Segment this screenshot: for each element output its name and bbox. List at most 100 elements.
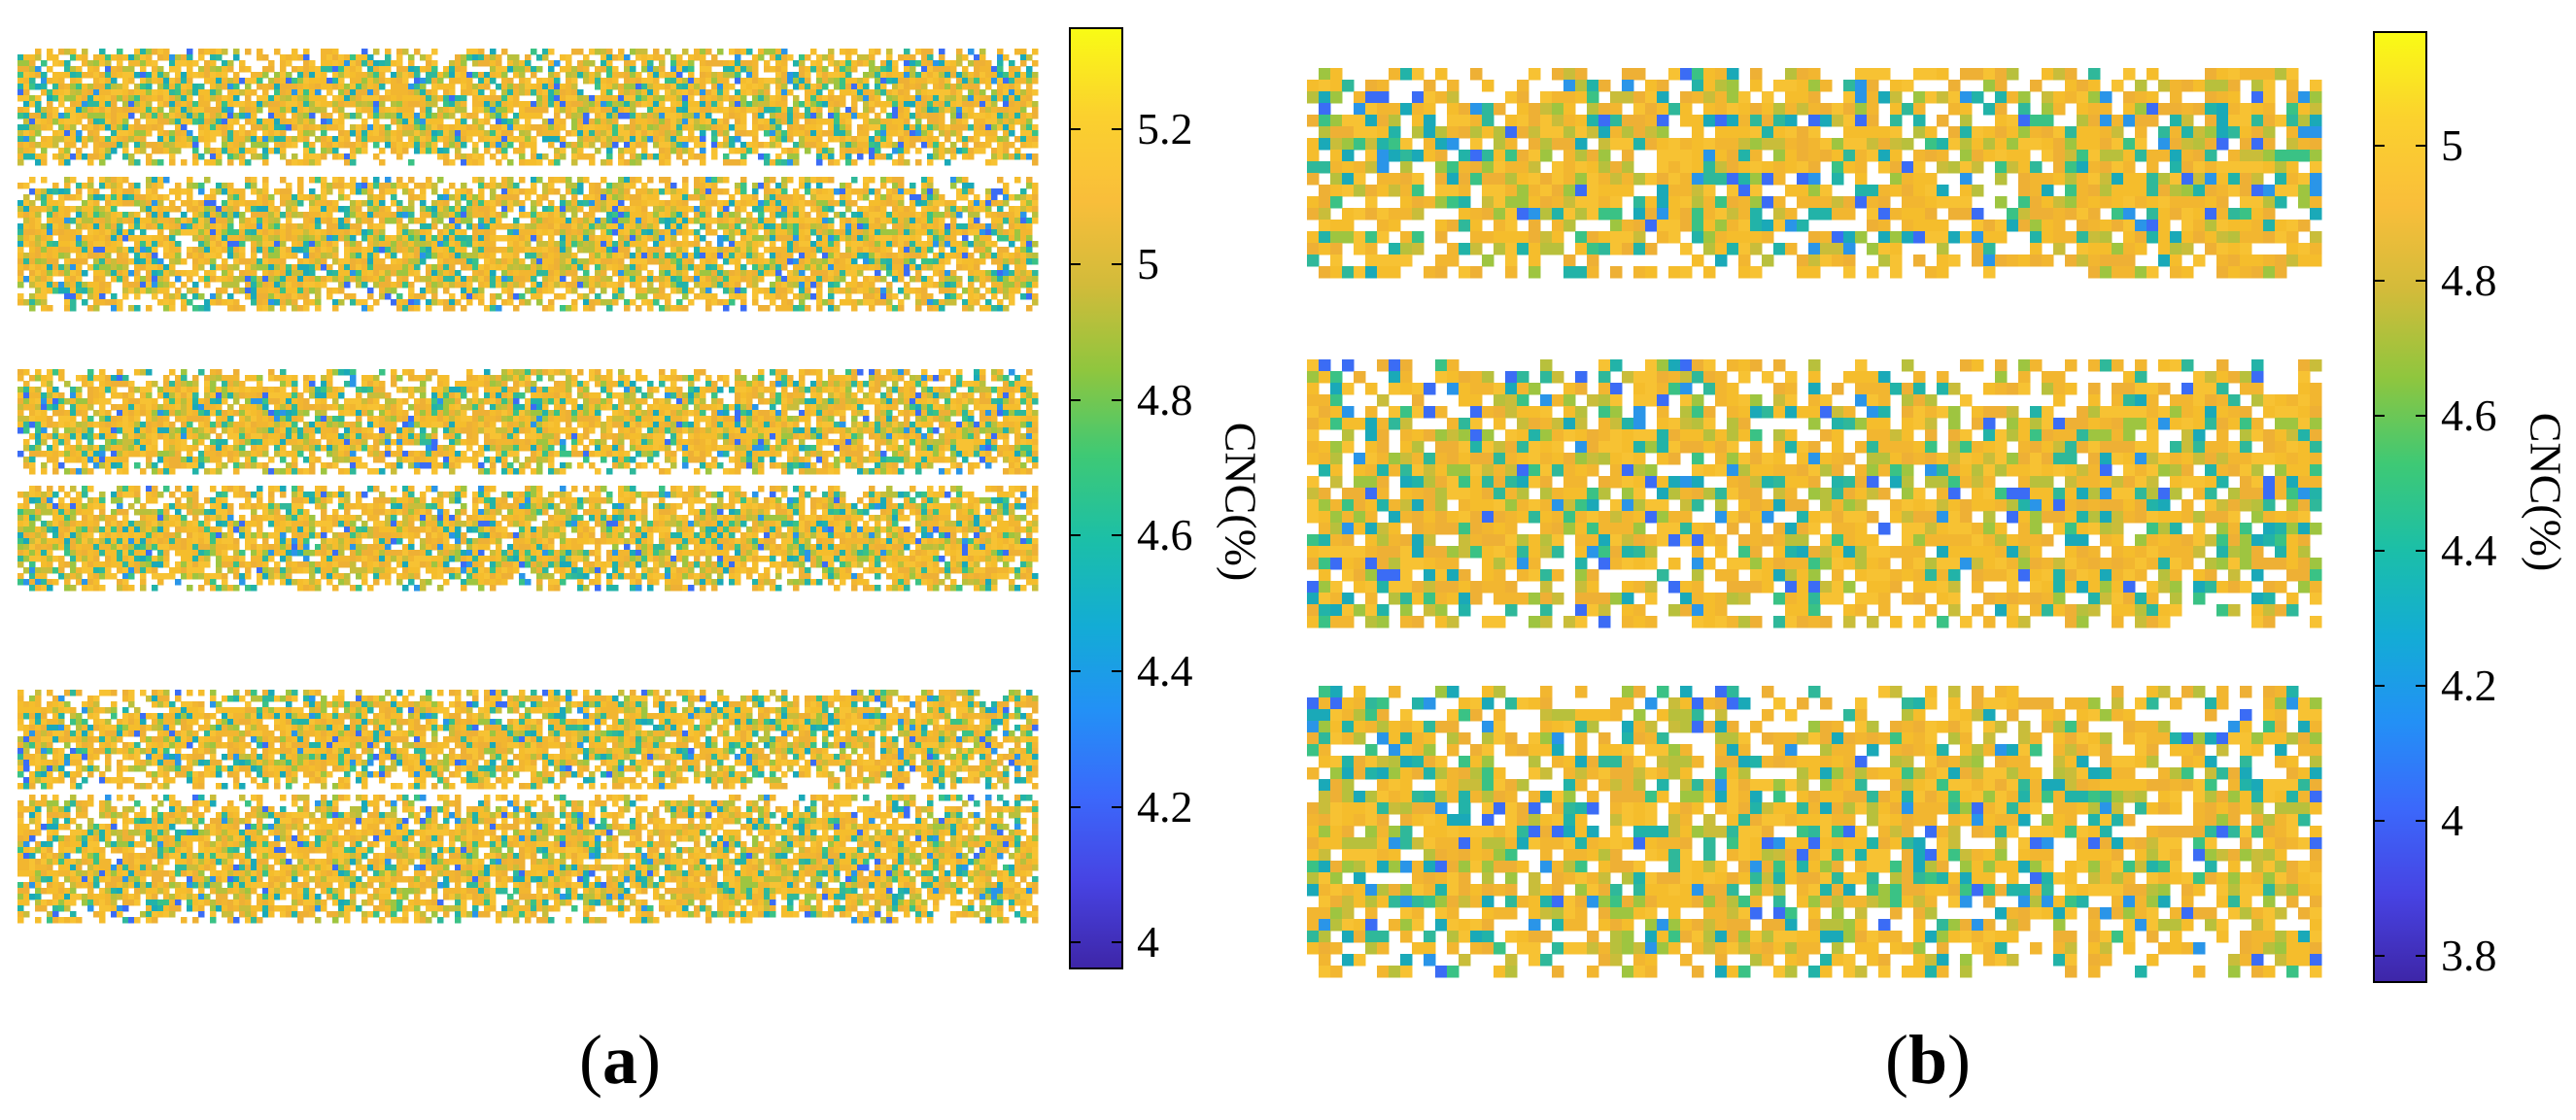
texture-cell [70,113,77,119]
texture-cell [501,153,508,160]
texture-cell [163,212,170,219]
texture-cell [321,66,327,73]
texture-cell [76,264,83,271]
texture-cell [775,188,782,195]
texture-cell [385,188,392,195]
texture-cell [466,264,473,271]
texture-cell [29,153,36,160]
texture-cell [624,101,631,108]
texture-cell [443,200,450,207]
texture-cell [764,124,771,131]
texture-cell [309,200,316,207]
texture-cell [898,212,905,219]
texture-cell [851,218,858,224]
texture-cell [455,66,462,73]
texture-cell [187,188,193,195]
texture-cell [729,229,736,236]
texture-cell [472,124,479,131]
texture-cell [583,194,590,201]
texture-cell [274,235,281,242]
texture-cell [875,206,881,213]
texture-cell [531,229,537,236]
texture-cell [1020,95,1027,102]
texture-cell [851,253,858,259]
texture-cell [373,89,380,96]
texture-cell [99,241,106,248]
texture-cell [437,247,444,254]
texture-cell [601,247,607,254]
texture-cell [23,194,30,201]
texture-cell [513,264,520,271]
texture-cell [810,241,817,248]
texture-cell [175,113,182,119]
texture-cell [152,247,158,254]
texture-cell [175,84,182,90]
texture-cell [548,229,555,236]
texture-cell [169,78,176,85]
texture-cell [921,258,928,265]
texture-cell [560,119,567,125]
texture-cell [536,101,543,108]
texture-cell [93,223,100,230]
texture-cell [484,241,491,248]
texture-cell [146,54,153,61]
texture-cell [286,200,292,207]
texture-cell [840,200,846,207]
texture-cell [624,188,631,195]
texture-cell [187,200,193,207]
texture-cell [455,200,462,207]
texture-cell [105,183,112,189]
texture-cell [601,177,607,184]
texture-cell [496,130,502,137]
texture-cell [134,84,141,90]
texture-cell [315,107,322,114]
texture-cell [484,142,491,149]
texture-cell [822,200,829,207]
texture-cell [531,101,537,108]
texture-cell [764,119,771,125]
texture-cell [484,60,491,67]
texture-cell [332,84,339,90]
texture-cell [659,124,666,131]
texture-cell [490,212,497,219]
texture-cell [968,107,975,114]
texture-cell [793,142,800,149]
texture-cell [1020,188,1027,195]
texture-cell [676,142,683,149]
texture-cell [548,188,555,195]
texture-cell [892,78,899,85]
texture-cell [560,241,567,248]
texture-cell [758,264,765,271]
texture-cell [962,101,969,108]
texture-cell [128,200,135,207]
texture-cell [297,89,304,96]
texture-cell [157,89,164,96]
texture-cell [396,130,403,137]
texture-cell [350,159,357,166]
texture-cell [606,130,613,137]
texture-cell [204,119,211,125]
texture-cell [17,229,24,236]
texture-cell [1014,113,1021,119]
texture-cell [729,212,736,219]
texture-cell [128,218,135,224]
texture-cell [490,101,497,108]
texture-cell [985,142,992,149]
texture-cell [146,247,153,254]
texture-cell [286,60,292,67]
texture-cell [461,142,467,149]
texture-cell [688,218,695,224]
texture-cell [303,235,310,242]
texture-cell [910,72,916,79]
texture-cell [507,119,514,125]
texture-cell [356,241,362,248]
texture-cell [869,95,876,102]
texture-cell [41,148,48,154]
texture-cell [915,89,922,96]
texture-cell [898,142,905,149]
texture-cell [857,78,864,85]
texture-cell [128,229,135,236]
texture-cell [122,194,129,201]
texture-cell [64,95,71,102]
texture-cell [542,253,549,259]
